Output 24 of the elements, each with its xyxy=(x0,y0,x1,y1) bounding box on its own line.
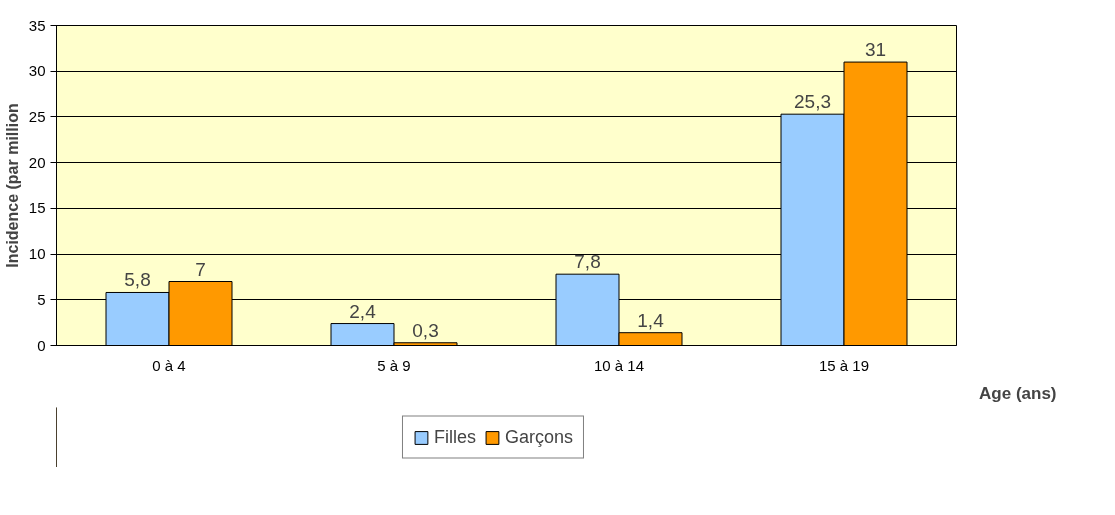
data-label: 5,8 xyxy=(124,269,151,291)
y-axis-title: Incidence (par million xyxy=(3,103,21,268)
y-tick-label: 25 xyxy=(28,107,46,125)
data-label: 31 xyxy=(864,39,887,61)
data-label: 7 xyxy=(195,258,206,280)
y-tick-label: 0 xyxy=(37,336,46,354)
legend-label: Garçons xyxy=(504,426,574,448)
y-tick-label: 5 xyxy=(37,290,46,308)
legend-label: Filles xyxy=(433,426,476,448)
x-tick-label: 0 à 4 xyxy=(152,356,186,374)
x-axis-title: Age (ans) xyxy=(979,383,1057,403)
data-label: 7,8 xyxy=(574,251,601,273)
y-tick-label: 30 xyxy=(28,62,46,80)
y-tick-label: 10 xyxy=(28,245,46,263)
data-label: 2,4 xyxy=(349,300,377,322)
y-tick-label: 15 xyxy=(28,199,46,217)
y-tick-label: 35 xyxy=(28,16,46,34)
x-tick-label: 15 à 19 xyxy=(818,356,870,374)
data-label: 25,3 xyxy=(794,91,831,113)
x-tick-label: 10 à 14 xyxy=(593,356,645,374)
data-label: 1,4 xyxy=(637,309,665,331)
data-label: 0,3 xyxy=(412,319,439,341)
y-tick-label: 20 xyxy=(28,153,46,171)
x-tick-label: 5 à 9 xyxy=(377,356,411,374)
